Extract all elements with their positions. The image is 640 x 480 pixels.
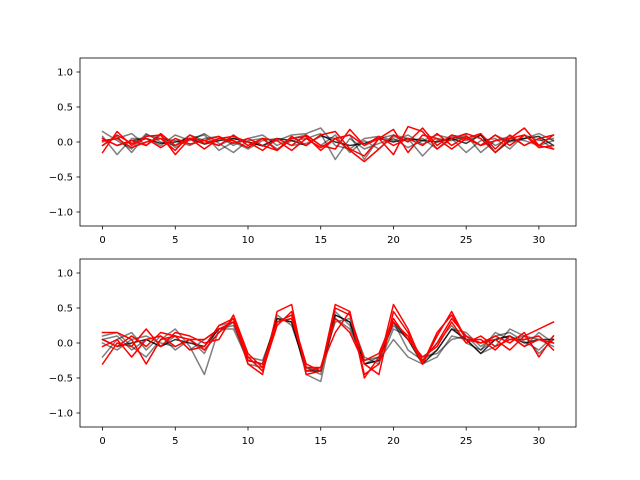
y-tick-label: 0.5 <box>57 304 73 315</box>
y-tick-label: 0.5 <box>57 103 73 114</box>
x-tick-label: 5 <box>172 235 178 246</box>
y-tick-label: 1.0 <box>57 269 73 280</box>
y-tick-label: 1.0 <box>57 68 73 79</box>
y-tick-label: 0.0 <box>57 339 73 350</box>
series-line-7 <box>101 310 555 379</box>
x-tick-label: 20 <box>387 235 400 246</box>
x-tick-label: 5 <box>172 436 178 447</box>
x-tick-label: 15 <box>314 436 327 447</box>
series-line-8 <box>101 310 555 376</box>
series-line-5 <box>101 134 555 154</box>
series-line-9 <box>101 307 555 372</box>
series-lines <box>101 125 555 163</box>
x-tick-label: 25 <box>460 235 473 246</box>
series-line-7 <box>101 128 555 157</box>
x-tick-label: 15 <box>314 235 327 246</box>
x-tick-label: 30 <box>533 436 546 447</box>
x-tick-label: 10 <box>242 436 255 447</box>
y-tick-label: −0.5 <box>49 173 73 184</box>
series-line-3 <box>101 132 555 161</box>
y-tick-label: −1.0 <box>49 409 73 420</box>
y-tick-label: 0.0 <box>57 138 73 149</box>
y-tick-label: −0.5 <box>49 374 73 385</box>
series-line-6 <box>101 125 555 156</box>
series-lines <box>101 303 555 383</box>
subplot-top: 0 5 10 15 20 25 30 −1.0 −0.5 0.0 0.5 1.0 <box>49 57 577 246</box>
x-tick-label: 0 <box>99 436 105 447</box>
x-tick-label: 25 <box>460 436 473 447</box>
x-tick-label: 10 <box>242 235 255 246</box>
x-tick-label: 20 <box>387 436 400 447</box>
series-line-9 <box>101 132 555 152</box>
x-tick-label: 0 <box>99 235 105 246</box>
x-tick-label: 30 <box>533 235 546 246</box>
y-tick-label: −1.0 <box>49 208 73 219</box>
subplot-bottom: 0 5 10 15 20 25 30 −1.0 −0.5 0.0 0.5 1.0 <box>49 258 577 447</box>
